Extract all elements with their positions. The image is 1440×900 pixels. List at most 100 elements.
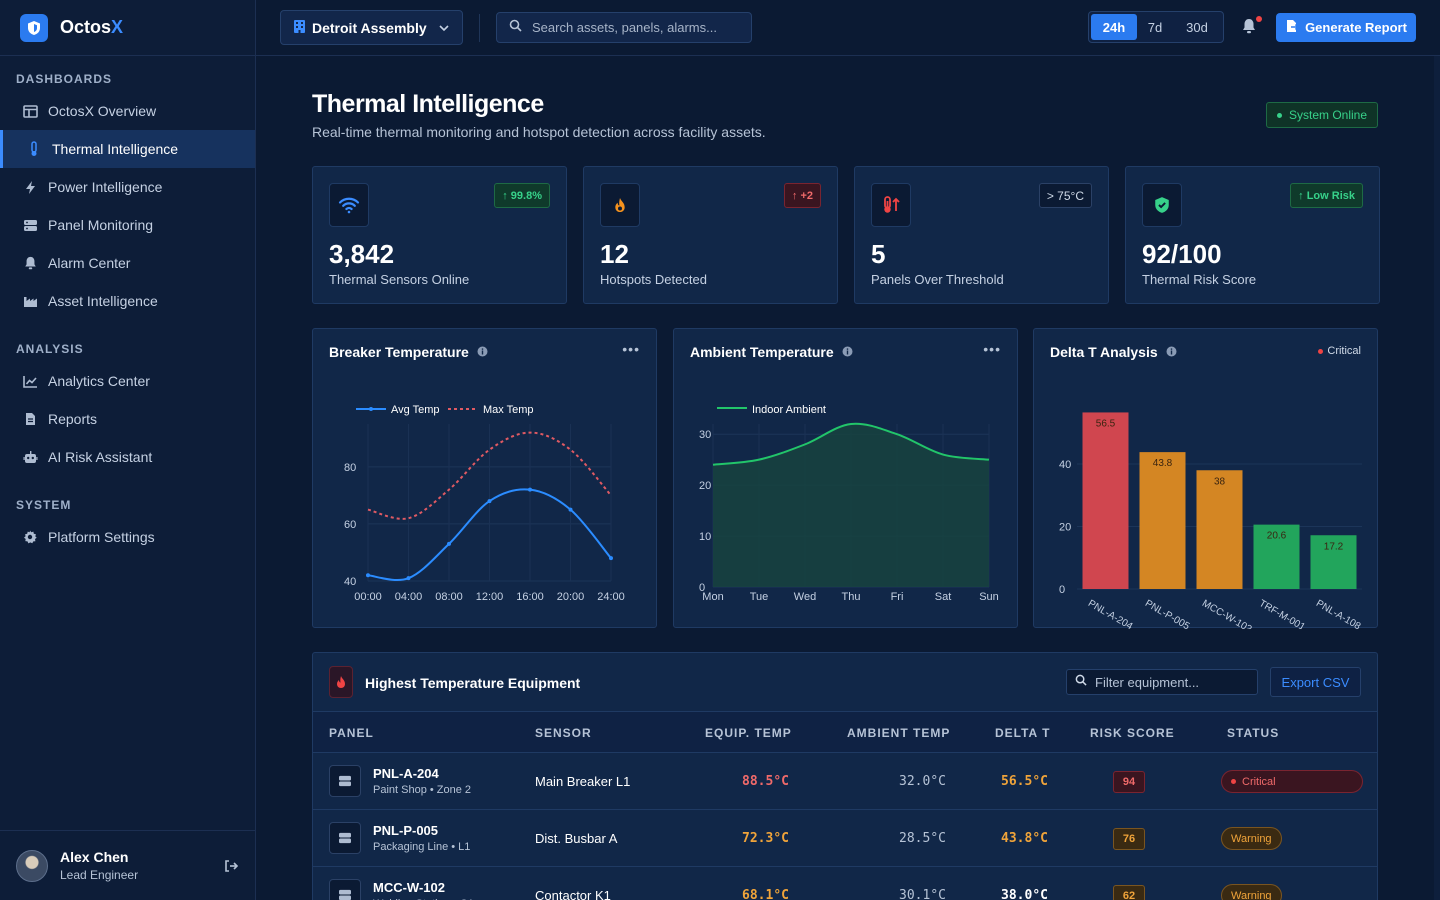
range-24h[interactable]: 24h (1091, 14, 1137, 40)
user-name: Alex Chen (60, 849, 129, 865)
table-header: Highest Temperature Equipment Export CSV (313, 653, 1377, 712)
column-header[interactable]: EQUIP. TEMP (705, 726, 792, 740)
table-title: Highest Temperature Equipment (365, 675, 581, 691)
filter-input[interactable] (1095, 674, 1255, 690)
sidebar-item-analytics-center[interactable]: Analytics Center (0, 362, 255, 400)
column-header[interactable]: PANEL (329, 726, 374, 740)
sidebar-item-ai-risk-assistant[interactable]: AI Risk Assistant (0, 438, 255, 476)
column-header[interactable]: RISK SCORE (1090, 726, 1175, 740)
sensor-name: Dist. Busbar A (535, 831, 618, 846)
y-tick-label: 80 (344, 462, 356, 474)
nav-section-title: SYSTEM (16, 498, 72, 512)
building-icon (293, 19, 306, 37)
x-tick-label: Sat (935, 591, 952, 603)
table-row[interactable]: PNL-A-204 Paint Shop • Zone 2 Main Break… (313, 753, 1377, 810)
x-tick-label: 04:00 (395, 591, 423, 603)
table-row[interactable]: MCC-W-102 Welding Station • C1 Contactor… (313, 867, 1377, 900)
column-header[interactable]: SENSOR (535, 726, 592, 740)
range-7d[interactable]: 7d (1147, 19, 1163, 35)
info-icon[interactable] (842, 344, 853, 360)
card-title: Delta T Analysis (1050, 344, 1177, 360)
bell-icon (22, 255, 38, 271)
more-options-icon[interactable]: ••• (622, 341, 640, 357)
data-point (609, 556, 613, 561)
kpi-card[interactable]: ↑ Low Risk 92/100 Thermal Risk Score (1125, 166, 1380, 304)
risk-score-badge: 76 (1113, 828, 1145, 850)
sidebar-item-label: Thermal Intelligence (52, 141, 179, 157)
temperature-up-icon (871, 183, 911, 227)
sidebar-item-octosx-overview[interactable]: OctosX Overview (0, 92, 255, 130)
bar (1253, 524, 1300, 589)
kpi-label: Thermal Risk Score (1142, 272, 1257, 287)
flame-icon (600, 183, 640, 227)
search-input[interactable] (532, 20, 742, 35)
sidebar-item-asset-intelligence[interactable]: Asset Intelligence (0, 282, 255, 320)
more-options-icon[interactable]: ••• (983, 341, 1001, 357)
data-point (487, 499, 492, 504)
sidebar-item-power-intelligence[interactable]: Power Intelligence (0, 168, 255, 206)
sensor-name: Contactor K1 (535, 888, 611, 900)
notifications-bell-icon[interactable] (1242, 18, 1256, 39)
brand[interactable]: OctosX (0, 0, 255, 56)
kpi-value: 12 (600, 239, 629, 269)
info-icon[interactable] (1166, 344, 1177, 360)
topbar: Detroit Assembly 24h 7d 30d Generate Repor… (256, 0, 1440, 56)
kpi-value: 92/100 (1142, 239, 1222, 269)
y-tick-label: 0 (1059, 584, 1065, 596)
kpi-label: Thermal Sensors Online (329, 272, 470, 287)
factory-icon (22, 293, 38, 309)
kpi-badge: ↑ Low Risk (1290, 183, 1363, 208)
equipment-temp: 88.5°C (742, 774, 789, 789)
y-tick-label: 20 (1059, 522, 1071, 534)
export-csv-button[interactable]: Export CSV (1270, 667, 1361, 697)
kpi-card[interactable]: ↑ 99.8% 3,842 Thermal Sensors Online (312, 166, 567, 304)
info-icon[interactable] (477, 344, 488, 360)
sidebar: OctosX DASHBOARDS OctosX Overview Thermal … (0, 0, 256, 900)
avatar (16, 849, 48, 882)
search-icon (509, 19, 522, 37)
delta-t: 38.0°C (1001, 888, 1048, 900)
ambient-temp: 32.0°C (899, 774, 946, 789)
scrollbar[interactable] (1434, 56, 1440, 900)
card-title: Breaker Temperature (329, 344, 488, 360)
sidebar-item-label: Power Intelligence (48, 179, 163, 195)
data-point (528, 487, 532, 492)
search-box[interactable] (496, 12, 752, 43)
sidebar-item-thermal-intelligence[interactable]: Thermal Intelligence (0, 130, 255, 168)
range-30d[interactable]: 30d (1186, 19, 1208, 35)
equipment-temp: 68.1°C (742, 888, 789, 900)
logout-icon[interactable] (223, 858, 239, 879)
breaker-temperature-chart: 40 60 80 00:00 04:00 08:00 12:00 16:00 20:00 24:0… (344, 404, 625, 603)
y-tick-label: 20 (699, 480, 711, 492)
kpi-value: 5 (871, 239, 886, 269)
sidebar-item-alarm-center[interactable]: Alarm Center (0, 244, 255, 282)
site-selector[interactable]: Detroit Assembly (280, 10, 463, 45)
table-row[interactable]: PNL-P-005 Packaging Line • L1 Dist. Busb… (313, 810, 1377, 867)
sidebar-item-label: Platform Settings (48, 529, 155, 545)
sidebar-item-label: AI Risk Assistant (48, 449, 153, 465)
user-profile[interactable]: Alex Chen Lead Engineer (0, 830, 255, 900)
generate-report-button[interactable]: Generate Report (1276, 13, 1416, 42)
shield-icon (1142, 183, 1182, 227)
sidebar-item-panel-monitoring[interactable]: Panel Monitoring (0, 206, 255, 244)
kpi-card[interactable]: > 75°C 5 Panels Over Threshold (854, 166, 1109, 304)
generate-report-label: Generate Report (1305, 20, 1407, 35)
breaker-temperature-card: Breaker Temperature ••• 40 60 80 00:00 04:00… (312, 328, 657, 628)
column-header[interactable]: DELTA T (995, 726, 1051, 740)
filter-box[interactable] (1066, 669, 1258, 695)
server-icon (22, 217, 38, 233)
sidebar-item-reports[interactable]: Reports (0, 400, 255, 438)
bar (1196, 470, 1243, 589)
sidebar-item-label: Reports (48, 411, 98, 427)
x-tick-label: PNL-A-204 (1086, 598, 1135, 629)
x-tick-label: Wed (794, 591, 816, 603)
column-header[interactable]: AMBIENT TEMP (847, 726, 951, 740)
panel-id: MCC-W-102 (373, 880, 445, 895)
kpi-card[interactable]: ↑ +2 12 Hotspots Detected (583, 166, 838, 304)
sidebar-item-platform-settings[interactable]: Platform Settings (0, 518, 255, 556)
panel-icon (329, 879, 361, 900)
bar-value-label: 20.6 (1267, 531, 1287, 542)
y-tick-label: 40 (344, 576, 356, 588)
column-header[interactable]: STATUS (1227, 726, 1280, 740)
equipment-table: Highest Temperature Equipment Export CSV… (312, 652, 1378, 900)
